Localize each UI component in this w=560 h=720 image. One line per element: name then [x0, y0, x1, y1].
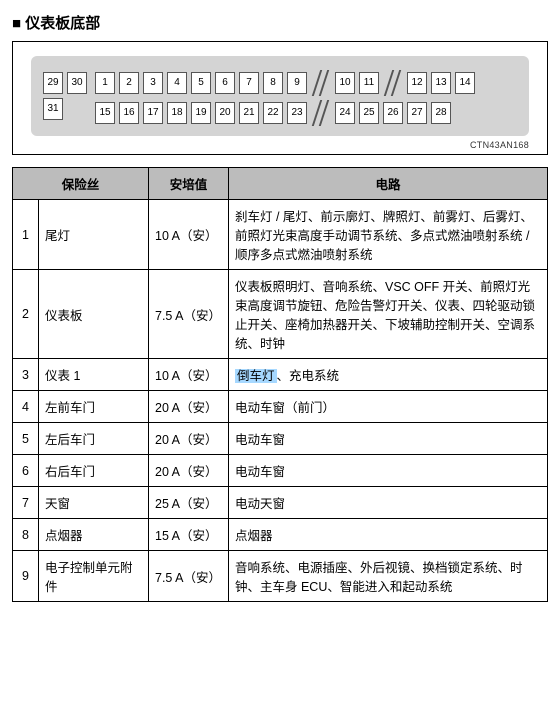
main-fuse-block: 1234567891011121314 15161718192021222324… — [95, 72, 475, 124]
fuse-slot: 13 — [431, 72, 451, 94]
table-row: 5左后车门20 A（安）电动车窗 — [13, 423, 548, 455]
fuse-slot: 16 — [119, 102, 139, 124]
cell-number: 7 — [13, 487, 39, 519]
cell-amp: 15 A（安） — [149, 519, 229, 551]
th-amp: 安培值 — [149, 168, 229, 200]
fuse-slot: 1 — [95, 72, 115, 94]
fuse-slot: 26 — [383, 102, 403, 124]
fuse-slot: 30 — [67, 72, 87, 94]
fuse-slot: 23 — [287, 102, 307, 124]
fuse-slot: 9 — [287, 72, 307, 94]
fuse-slot: 25 — [359, 102, 379, 124]
fuse-slot: 20 — [215, 102, 235, 124]
cell-amp: 10 A（安） — [149, 359, 229, 391]
cell-circuit: 电动天窗 — [229, 487, 548, 519]
cell-fuse-name: 尾灯 — [39, 200, 149, 270]
fuse-slot: 24 — [335, 102, 355, 124]
fuse-slot: 4 — [167, 72, 187, 94]
cell-fuse-name: 电子控制单元附件 — [39, 551, 149, 602]
th-fuse: 保险丝 — [13, 168, 149, 200]
cell-amp: 20 A（安） — [149, 455, 229, 487]
fuse-slot: 10 — [335, 72, 355, 94]
cell-amp: 20 A（安） — [149, 391, 229, 423]
table-row: 3仪表 110 A（安）倒车灯、充电系统 — [13, 359, 548, 391]
th-circuit: 电路 — [229, 168, 548, 200]
section-title: 仪表板底部 — [12, 12, 548, 33]
cell-number: 5 — [13, 423, 39, 455]
fuse-slot: 15 — [95, 102, 115, 124]
cell-circuit: 电动车窗 — [229, 455, 548, 487]
cell-fuse-name: 仪表 1 — [39, 359, 149, 391]
fuse-slot: 19 — [191, 102, 211, 124]
cell-number: 3 — [13, 359, 39, 391]
cell-number: 8 — [13, 519, 39, 551]
fuse-slot: 14 — [455, 72, 475, 94]
fuse-spacer — [311, 72, 331, 94]
highlight: 倒车灯 — [235, 369, 277, 383]
fuse-slot: 11 — [359, 72, 379, 94]
table-row: 7天窗25 A（安）电动天窗 — [13, 487, 548, 519]
fuse-slot: 22 — [263, 102, 283, 124]
fuse-slot: 29 — [43, 72, 63, 94]
fuse-slot: 21 — [239, 102, 259, 124]
cell-amp: 25 A（安） — [149, 487, 229, 519]
cell-number: 6 — [13, 455, 39, 487]
cell-circuit: 点烟器 — [229, 519, 548, 551]
table-row: 4左前车门20 A（安）电动车窗（前门） — [13, 391, 548, 423]
cell-fuse-name: 左后车门 — [39, 423, 149, 455]
fuse-slot: 2 — [119, 72, 139, 94]
cell-circuit: 仪表板照明灯、音响系统、VSC OFF 开关、前照灯光束高度调节旋钮、危险告警灯… — [229, 270, 548, 359]
fuse-slot: 27 — [407, 102, 427, 124]
fuse-panel: 2930 31 1234567891011121314 151617181920… — [31, 56, 529, 136]
table-row: 2仪表板7.5 A（安）仪表板照明灯、音响系统、VSC OFF 开关、前照灯光束… — [13, 270, 548, 359]
cell-fuse-name: 点烟器 — [39, 519, 149, 551]
fuse-slot: 31 — [43, 98, 63, 120]
cell-circuit: 倒车灯、充电系统 — [229, 359, 548, 391]
fuse-diagram-frame: 2930 31 1234567891011121314 151617181920… — [12, 41, 548, 155]
cell-amp: 20 A（安） — [149, 423, 229, 455]
cell-circuit: 电动车窗（前门） — [229, 391, 548, 423]
fuse-slot: 3 — [143, 72, 163, 94]
fuse-slot: 6 — [215, 72, 235, 94]
fuse-table: 保险丝 安培值 电路 1尾灯10 A（安）刹车灯 / 尾灯、前示廓灯、牌照灯、前… — [12, 167, 548, 602]
cell-circuit: 电动车窗 — [229, 423, 548, 455]
cell-amp: 7.5 A（安） — [149, 551, 229, 602]
fuse-spacer — [383, 72, 403, 94]
cell-circuit: 刹车灯 / 尾灯、前示廓灯、牌照灯、前雾灯、后雾灯、前照灯光束高度手动调节系统、… — [229, 200, 548, 270]
cell-circuit: 音响系统、电源插座、外后视镜、换档锁定系统、时钟、主车身 ECU、智能进入和起动… — [229, 551, 548, 602]
cell-number: 2 — [13, 270, 39, 359]
table-row: 9电子控制单元附件7.5 A（安）音响系统、电源插座、外后视镜、换档锁定系统、时… — [13, 551, 548, 602]
fuse-slot: 17 — [143, 102, 163, 124]
cell-number: 4 — [13, 391, 39, 423]
cell-number: 1 — [13, 200, 39, 270]
diagram-code: CTN43AN168 — [31, 140, 529, 150]
fuse-slot: 8 — [263, 72, 283, 94]
cell-amp: 7.5 A（安） — [149, 270, 229, 359]
cell-amp: 10 A（安） — [149, 200, 229, 270]
cell-fuse-name: 仪表板 — [39, 270, 149, 359]
fuse-slot: 7 — [239, 72, 259, 94]
table-row: 8点烟器15 A（安）点烟器 — [13, 519, 548, 551]
fuse-slot: 5 — [191, 72, 211, 94]
cell-number: 9 — [13, 551, 39, 602]
fuse-slot: 18 — [167, 102, 187, 124]
aux-fuse-block: 2930 31 — [43, 72, 87, 120]
fuse-spacer — [311, 102, 331, 124]
cell-fuse-name: 左前车门 — [39, 391, 149, 423]
fuse-slot: 28 — [431, 102, 451, 124]
cell-fuse-name: 右后车门 — [39, 455, 149, 487]
fuse-slot: 12 — [407, 72, 427, 94]
cell-fuse-name: 天窗 — [39, 487, 149, 519]
table-row: 6右后车门20 A（安）电动车窗 — [13, 455, 548, 487]
table-row: 1尾灯10 A（安）刹车灯 / 尾灯、前示廓灯、牌照灯、前雾灯、后雾灯、前照灯光… — [13, 200, 548, 270]
